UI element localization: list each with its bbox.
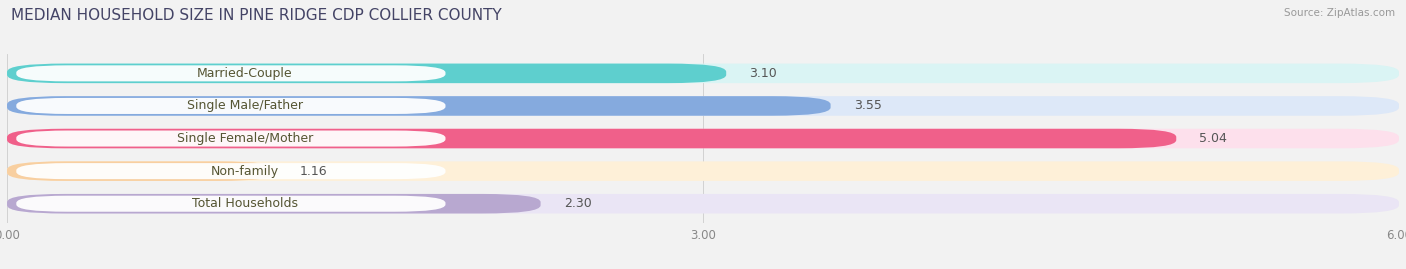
FancyBboxPatch shape [7,63,727,83]
Text: 3.55: 3.55 [853,100,882,112]
Text: MEDIAN HOUSEHOLD SIZE IN PINE RIDGE CDP COLLIER COUNTY: MEDIAN HOUSEHOLD SIZE IN PINE RIDGE CDP … [11,8,502,23]
Text: 2.30: 2.30 [564,197,592,210]
FancyBboxPatch shape [7,194,1399,214]
FancyBboxPatch shape [7,129,1177,148]
Text: Source: ZipAtlas.com: Source: ZipAtlas.com [1284,8,1395,18]
FancyBboxPatch shape [17,130,446,147]
FancyBboxPatch shape [17,196,446,212]
Text: 5.04: 5.04 [1199,132,1227,145]
FancyBboxPatch shape [7,161,1399,181]
Text: 1.16: 1.16 [299,165,328,178]
FancyBboxPatch shape [7,96,1399,116]
Text: Total Households: Total Households [191,197,298,210]
FancyBboxPatch shape [7,63,1399,83]
FancyBboxPatch shape [7,161,276,181]
FancyBboxPatch shape [7,96,831,116]
Text: Single Female/Mother: Single Female/Mother [177,132,314,145]
Text: 3.10: 3.10 [749,67,778,80]
FancyBboxPatch shape [17,163,446,179]
FancyBboxPatch shape [7,194,540,214]
Text: Non-family: Non-family [211,165,278,178]
FancyBboxPatch shape [17,98,446,114]
Text: Married-Couple: Married-Couple [197,67,292,80]
FancyBboxPatch shape [17,65,446,81]
FancyBboxPatch shape [7,129,1399,148]
Text: Single Male/Father: Single Male/Father [187,100,302,112]
